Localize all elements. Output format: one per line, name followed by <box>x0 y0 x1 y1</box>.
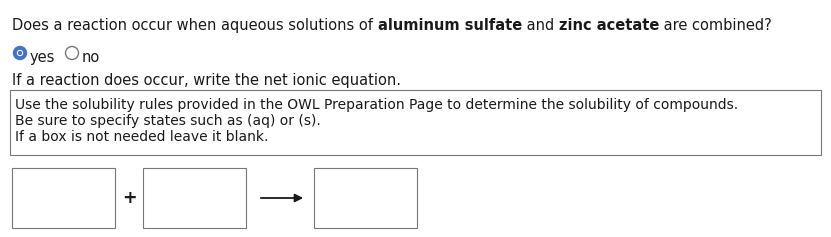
Text: Use the solubility rules provided in the OWL Preparation Page to determine the s: Use the solubility rules provided in the… <box>15 98 738 112</box>
Text: If a reaction does occur, write the net ionic equation.: If a reaction does occur, write the net … <box>12 73 401 88</box>
Circle shape <box>18 52 22 55</box>
Text: are combined?: are combined? <box>659 18 772 33</box>
Text: If a box is not needed leave it blank.: If a box is not needed leave it blank. <box>15 130 268 144</box>
Text: yes: yes <box>29 50 55 65</box>
Text: no: no <box>81 50 100 65</box>
Bar <box>143 168 246 228</box>
Text: and: and <box>522 18 558 33</box>
Text: Does a reaction occur when aqueous solutions of: Does a reaction occur when aqueous solut… <box>12 18 377 33</box>
Circle shape <box>17 50 22 55</box>
Bar <box>12 168 115 228</box>
Bar <box>314 168 417 228</box>
Text: aluminum sulfate: aluminum sulfate <box>377 18 522 33</box>
Circle shape <box>13 46 27 59</box>
Text: Be sure to specify states such as (aq) or (s).: Be sure to specify states such as (aq) o… <box>15 114 321 128</box>
Text: +: + <box>121 189 136 207</box>
Text: zinc acetate: zinc acetate <box>558 18 659 33</box>
Bar <box>10 90 821 155</box>
